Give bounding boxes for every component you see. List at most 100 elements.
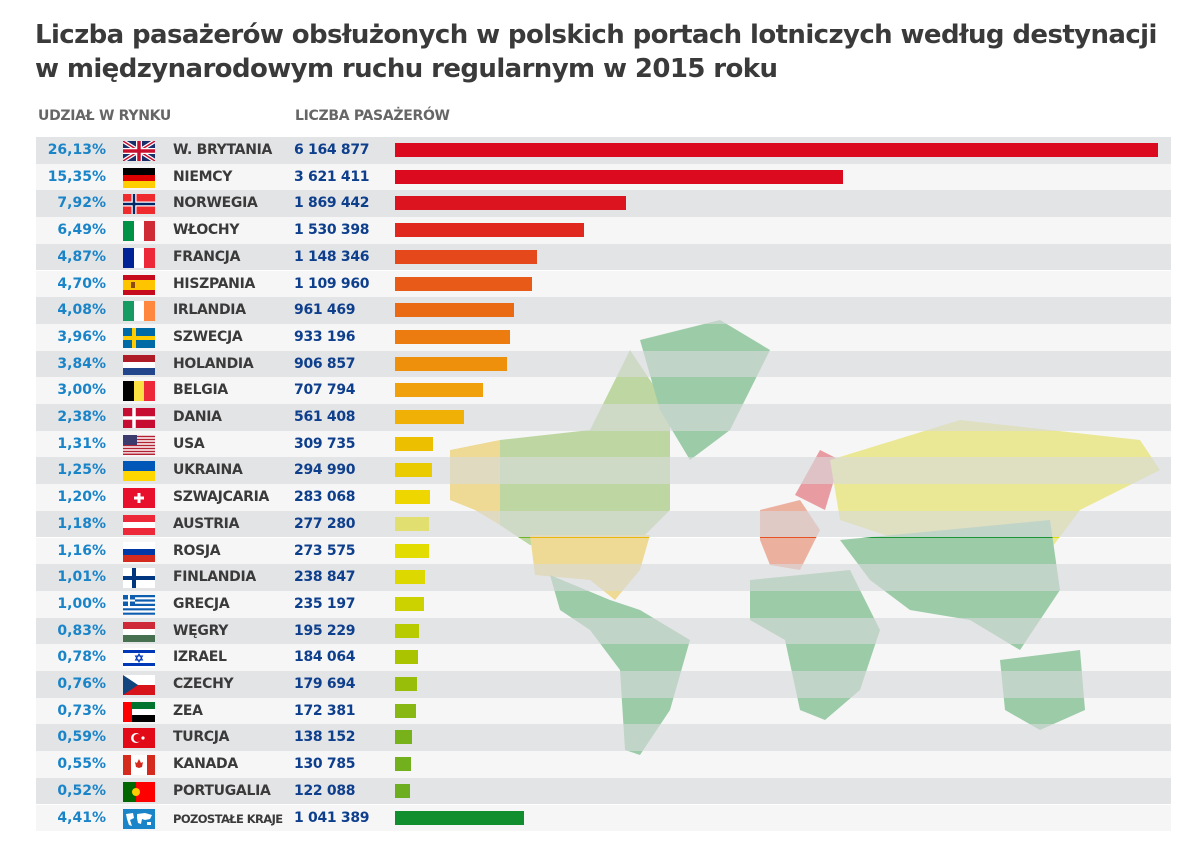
country-name: W. BRYTANIA bbox=[173, 142, 273, 158]
passenger-count: 309 735 bbox=[294, 435, 356, 452]
passenger-count: 235 197 bbox=[294, 595, 356, 612]
table-row: 6,49% WŁOCHY 1 530 398 bbox=[36, 217, 1171, 244]
passenger-count: 172 381 bbox=[294, 702, 356, 719]
country-name: NIEMCY bbox=[173, 168, 233, 185]
turkey-flag-icon bbox=[123, 728, 155, 749]
netherlands-flag-icon bbox=[123, 354, 155, 375]
finland-flag-icon bbox=[123, 568, 155, 589]
bar-austria bbox=[395, 516, 430, 531]
austria-flag-icon bbox=[123, 514, 155, 535]
country-name: SZWAJCARIA bbox=[173, 489, 270, 506]
passenger-count: 3 621 411 bbox=[294, 168, 370, 185]
table-row: 3,84% HOLANDIA 906 857 bbox=[36, 350, 1171, 378]
market-share: 1,01% bbox=[57, 569, 106, 586]
table-row: 1,31% USA 309 735 bbox=[36, 430, 1171, 458]
passenger-count: 130 785 bbox=[294, 756, 356, 773]
passenger-count: 1 530 398 bbox=[294, 222, 370, 239]
market-share: 1,31% bbox=[57, 435, 106, 452]
country-name: KANADA bbox=[173, 756, 238, 773]
portugal-flag-icon bbox=[123, 781, 155, 802]
market-share: 0,76% bbox=[57, 676, 106, 692]
table-row: 15,35% NIEMCY 3 621 411 bbox=[36, 163, 1171, 191]
country-name: FRANCJA bbox=[173, 248, 241, 265]
passenger-count: 184 064 bbox=[294, 649, 356, 666]
market-share: 4,70% bbox=[57, 275, 106, 292]
table-row: 1,01% FINLANDIA 238 847 bbox=[36, 564, 1171, 591]
country-name: POZOSTAŁE KRAJE bbox=[173, 811, 283, 826]
sweden-flag-icon bbox=[123, 327, 155, 348]
passenger-count: 933 196 bbox=[294, 328, 356, 345]
country-name: HISZPANIA bbox=[173, 275, 256, 292]
bar-norwegia bbox=[395, 196, 627, 211]
bar-w-brytania bbox=[395, 143, 1158, 157]
market-share: 7,92% bbox=[57, 195, 106, 212]
usa-flag-icon bbox=[123, 434, 155, 455]
country-name: PORTUGALIA bbox=[173, 782, 271, 799]
market-share: 4,87% bbox=[57, 248, 106, 265]
country-name: DANIA bbox=[173, 409, 222, 425]
country-name: BELGIA bbox=[173, 382, 228, 399]
chart-title: Liczba pasażerów obsłużonych w polskich … bbox=[35, 20, 1157, 84]
country-name: GRECJA bbox=[173, 595, 230, 612]
bar-dania bbox=[395, 410, 465, 424]
country-name: HOLANDIA bbox=[173, 355, 254, 372]
country-name: SZWECJA bbox=[173, 328, 243, 345]
table-row: 1,18% AUSTRIA 277 280 bbox=[36, 510, 1171, 538]
passenger-count: 273 575 bbox=[294, 542, 356, 559]
market-share: 0,78% bbox=[57, 649, 106, 666]
passenger-count: 238 847 bbox=[294, 569, 356, 586]
table-row: 4,70% HISZPANIA 1 109 960 bbox=[36, 270, 1171, 298]
bar-finlandia bbox=[395, 570, 425, 585]
passenger-count: 138 152 bbox=[294, 729, 356, 746]
bar-irlandia bbox=[395, 303, 514, 318]
market-share: 6,49% bbox=[57, 222, 106, 239]
market-share: 1,20% bbox=[57, 489, 106, 506]
ireland-flag-icon bbox=[123, 301, 155, 322]
market-share: 1,00% bbox=[57, 595, 106, 612]
table-row: 0,83% WĘGRY 195 229 bbox=[36, 617, 1171, 645]
country-name: WŁOCHY bbox=[173, 222, 240, 239]
bar-pozostałe-kraje bbox=[395, 810, 524, 825]
bar-rosja bbox=[395, 543, 429, 558]
bar-szwajcaria bbox=[395, 490, 431, 505]
ukraine-flag-icon bbox=[123, 461, 155, 482]
country-name: USA bbox=[173, 435, 205, 452]
czechia-flag-icon bbox=[123, 675, 155, 695]
market-share: 3,00% bbox=[57, 382, 106, 399]
market-share: 15,35% bbox=[47, 168, 106, 185]
market-share: 3,96% bbox=[57, 328, 106, 345]
table-row: 4,41% POZOSTAŁE KRAJE 1 041 389 bbox=[36, 804, 1171, 832]
table-row: 0,55% KANADA 130 785 bbox=[36, 751, 1171, 778]
market-share: 4,41% bbox=[57, 809, 106, 826]
bar-zea bbox=[395, 703, 417, 718]
switzerland-flag-icon bbox=[123, 488, 155, 509]
uae-flag-icon bbox=[123, 701, 155, 722]
passenger-count: 906 857 bbox=[294, 355, 356, 372]
bar-grecja bbox=[395, 596, 425, 611]
passenger-count: 283 068 bbox=[294, 489, 356, 506]
market-share: 4,08% bbox=[57, 302, 106, 319]
world-map-icon bbox=[123, 808, 155, 829]
uk-flag-icon bbox=[123, 141, 155, 161]
bar-portugalia bbox=[395, 783, 411, 798]
bar-węgry bbox=[395, 623, 420, 638]
country-name: UKRAINA bbox=[173, 462, 243, 479]
bar-usa bbox=[395, 436, 434, 451]
table-row: 0,76% CZECHY 179 694 bbox=[36, 671, 1171, 698]
greece-flag-icon bbox=[123, 594, 155, 615]
bar-francja bbox=[395, 249, 538, 264]
country-name: ROSJA bbox=[173, 542, 221, 559]
norway-flag-icon bbox=[123, 194, 155, 215]
passenger-count: 195 229 bbox=[294, 622, 356, 639]
country-name: CZECHY bbox=[173, 676, 234, 692]
passenger-count: 961 469 bbox=[294, 302, 356, 319]
bar-holandia bbox=[395, 356, 508, 371]
russia-flag-icon bbox=[123, 541, 155, 562]
italy-flag-icon bbox=[123, 221, 155, 242]
country-name: WĘGRY bbox=[173, 622, 229, 639]
bar-belgia bbox=[395, 383, 483, 398]
france-flag-icon bbox=[123, 247, 155, 268]
country-name: NORWEGIA bbox=[173, 195, 258, 212]
table-row: 7,92% NORWEGIA 1 869 442 bbox=[36, 190, 1171, 218]
